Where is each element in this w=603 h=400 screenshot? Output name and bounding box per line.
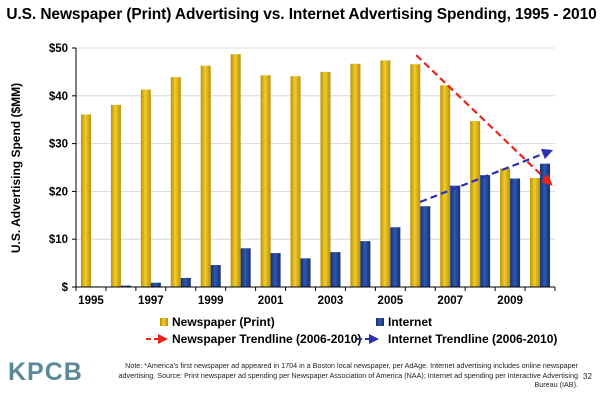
y-tick-label-4: $40 [49,91,68,103]
axes [72,47,556,291]
bar-newspaper-1995 [80,114,91,287]
y-tick-label-1: $10 [49,234,68,246]
bar-newspaper-1996 [110,104,121,287]
legend: Newspaper (Print) Internet Newspaper Tre… [146,315,557,346]
bar-newspaper-1998 [170,77,181,288]
bar-newspaper-2004 [350,63,361,287]
x-tick-label-2009: 2009 [497,295,523,307]
internet-trendline [419,148,554,203]
bar-internet-2001 [270,253,281,287]
chart-title: U.S. Newspaper (Print) Advertising vs. I… [6,6,597,23]
legend-label-internet: Internet [388,315,432,329]
x-tick-label-1999: 1999 [198,295,224,307]
bar-internet-1997 [150,282,161,287]
bar-newspaper-1997 [140,89,151,287]
y-tick-labels: $ $10 $20 $30 $40 $50 [49,43,69,294]
bar-internet-2008 [480,175,491,287]
x-tick-label-2001: 2001 [258,295,284,307]
legend-label-newspaper: Newspaper (Print) [172,315,275,329]
bar-newspaper-2009 [500,168,511,287]
trendlines [415,54,554,203]
legend-label-newspaper-trend: Newspaper Trendline (2006-2010) [172,332,361,346]
legend-item-internet-trend: Internet Trendline (2006-2010) [357,332,557,346]
kpcb-logo: KPCB [8,358,83,386]
legend-item-newspaper-trend: Newspaper Trendline (2006-2010) [146,332,361,346]
bar-internet-2005 [390,227,401,287]
y-axis-label: U.S. Advertising Spend ($MM) [9,83,23,253]
bar-newspaper-2003 [320,71,331,288]
bar-internet-2003 [330,252,341,287]
y-tick-label-2: $20 [49,186,68,198]
bar-internet-1999 [210,265,221,287]
legend-swatch-internet [376,318,384,326]
bar-internet-1996 [120,285,131,287]
x-tick-label-2003: 2003 [318,295,344,307]
bar-newspaper-2000 [230,54,241,287]
bar-newspaper-2001 [260,75,271,287]
bar-newspaper-2006 [410,64,421,287]
newspaper-trendline [415,54,553,186]
bar-internet-2004 [360,241,371,287]
bar-newspaper-2005 [380,60,391,287]
bar-internet-2009 [510,178,521,287]
legend-swatch-newspaper [160,318,168,326]
legend-item-newspaper: Newspaper (Print) [160,315,275,329]
x-tick-labels: 1995 1997 1999 2001 2003 2005 2007 2009 [78,295,523,307]
bar-newspaper-2010 [530,178,541,287]
bar-internet-2000 [240,248,251,287]
y-tick-label-0: $ [62,282,69,294]
page-number: 32 [583,372,592,381]
bar-internet-2010 [540,163,551,287]
bar-newspaper-2008 [470,121,481,287]
bars [80,54,551,288]
bar-internet-1998 [180,277,191,287]
footnote: Note: *America's first newspaper ad appe… [118,361,578,389]
x-tick-label-1997: 1997 [138,295,164,307]
bar-newspaper-1999 [200,65,211,287]
x-tick-label-2005: 2005 [378,295,404,307]
bar-internet-2002 [300,258,311,287]
legend-label-internet-trend: Internet Trendline (2006-2010) [388,332,557,346]
y-tick-label-3: $30 [49,139,68,151]
y-tick-label-5: $50 [49,43,68,55]
bar-newspaper-2002 [290,76,301,288]
x-tick-label-2007: 2007 [437,295,463,307]
bar-internet-2007 [450,185,461,287]
legend-item-internet: Internet [376,315,432,329]
bar-internet-2006 [420,206,431,287]
x-tick-label-1995: 1995 [78,295,104,307]
bar-newspaper-2007 [440,85,451,287]
